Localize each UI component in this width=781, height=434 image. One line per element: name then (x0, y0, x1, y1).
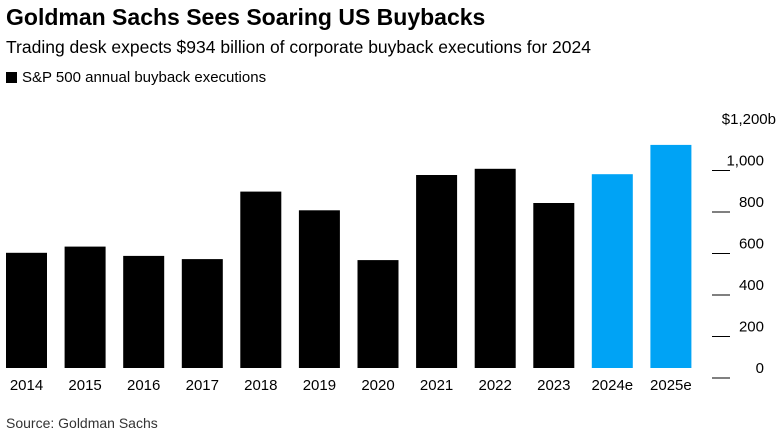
x-tick-label: 2018 (244, 377, 277, 394)
x-tick-label: 2014 (10, 377, 43, 394)
y-tick-label: 600 (739, 236, 764, 253)
x-tick-label: 2019 (303, 377, 336, 394)
bar-2014 (6, 252, 47, 368)
x-tick-label: 2022 (479, 377, 512, 394)
bar-2017 (181, 259, 223, 368)
x-tick-label: 2023 (537, 377, 570, 394)
bar-2016 (123, 255, 165, 368)
x-tick-label: 2016 (127, 377, 160, 394)
y-tick-label: 400 (739, 277, 764, 294)
chart-subtitle: Trading desk expects $934 billion of cor… (6, 37, 591, 57)
legend: S&P 500 annual buyback executions (6, 69, 266, 86)
bars (6, 144, 692, 368)
x-tick-label: 2025e (650, 377, 692, 394)
bar-2020 (357, 260, 399, 368)
bar-2015 (64, 246, 106, 368)
x-axis: 2014 2015 2016 2017 2018 2019 2020 2021 2022 2023… (10, 377, 692, 394)
y-tick-label: $1,200b (722, 111, 776, 128)
bar-2021 (416, 175, 458, 368)
x-tick-label: 2024e (591, 377, 633, 394)
x-tick-label: 2020 (361, 377, 394, 394)
x-tick-label: 2021 (420, 377, 453, 394)
bar-2018 (240, 191, 282, 368)
y-tick-label: 0 (756, 360, 764, 377)
x-tick-label: 2015 (68, 377, 101, 394)
y-tick-label: 1,000 (726, 153, 764, 170)
x-tick-label: 2017 (186, 377, 219, 394)
bar-2019 (298, 210, 340, 368)
legend-swatch (6, 72, 17, 83)
y-axis: 0 200 400 600 800 1,000 $1,200b (712, 111, 776, 379)
source-note: Source: Goldman Sachs (6, 415, 158, 431)
y-tick-label: 200 (739, 319, 764, 336)
legend-label: S&P 500 annual buyback executions (22, 69, 267, 86)
bar-2025e (650, 144, 692, 368)
y-tick-label: 800 (739, 194, 764, 211)
bar-2023 (533, 203, 575, 368)
bar-2024e (591, 174, 633, 368)
chart-title: Goldman Sachs Sees Soaring US Buybacks (6, 4, 486, 30)
bar-2022 (474, 168, 516, 368)
